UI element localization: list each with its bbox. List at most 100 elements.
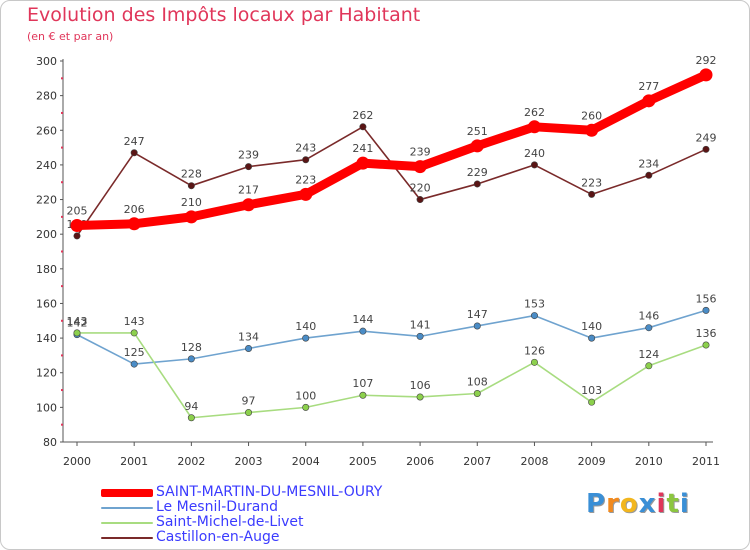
logo-letter: x xyxy=(638,489,657,519)
x-tick-label: 2003 xyxy=(235,455,263,468)
logo-letter: P xyxy=(586,489,607,519)
data-label: 125 xyxy=(124,346,145,359)
data-label: 223 xyxy=(295,173,316,186)
x-tick-label: 2001 xyxy=(120,455,148,468)
logo-letter: i xyxy=(679,489,690,519)
data-label: 247 xyxy=(124,135,145,148)
data-label: 103 xyxy=(581,384,602,397)
data-label: 141 xyxy=(410,318,431,331)
series-line xyxy=(76,332,707,419)
data-label: 142 xyxy=(67,317,88,330)
data-label: 156 xyxy=(696,292,717,305)
data-label: 136 xyxy=(696,327,717,340)
legend-label: Le Mesnil-Durand xyxy=(156,499,279,515)
y-tick-label: 80 xyxy=(43,436,57,449)
data-point xyxy=(530,312,538,320)
series-saint-martin-du-mesnil-oury: 205 206 210 217 223 241 239 251 262 260 277 292 xyxy=(67,54,717,233)
data-point xyxy=(356,156,370,170)
data-point xyxy=(645,324,653,332)
data-point xyxy=(187,414,195,422)
data-point xyxy=(302,156,310,164)
data-label: 210 xyxy=(181,196,202,209)
data-label: 262 xyxy=(524,106,545,119)
data-point xyxy=(470,139,484,153)
chart-title: Evolution des Impôts locaux par Habitant xyxy=(27,4,421,26)
data-label: 146 xyxy=(638,310,659,323)
data-point xyxy=(245,344,253,352)
data-label: 206 xyxy=(124,203,145,216)
data-label: 228 xyxy=(181,168,202,181)
data-point xyxy=(359,327,367,335)
data-point xyxy=(530,358,538,366)
data-label: 217 xyxy=(238,184,259,197)
data-point xyxy=(245,163,253,171)
y-tick-label: 240 xyxy=(36,159,57,172)
y-tick-label: 140 xyxy=(36,332,57,345)
y-tick-label: 260 xyxy=(36,124,57,137)
legend-swatch xyxy=(101,506,153,509)
data-label: 220 xyxy=(410,182,431,195)
data-label: 239 xyxy=(238,149,259,162)
data-point xyxy=(702,306,710,314)
data-point xyxy=(73,232,81,240)
logo-letter: r xyxy=(606,489,620,519)
data-point xyxy=(702,145,710,153)
chart-legend: SAINT-MARTIN-DU-MESNIL-OURY Le Mesnil-Dur… xyxy=(101,485,382,545)
data-point xyxy=(588,190,596,198)
data-label: 143 xyxy=(67,315,88,328)
data-point xyxy=(473,180,481,188)
data-label: 241 xyxy=(352,142,373,155)
data-label: 140 xyxy=(295,320,316,333)
legend-item-saint-michel-de-livet: Saint-Michel-de-Livet xyxy=(101,515,382,530)
x-tick-label: 2008 xyxy=(520,455,548,468)
data-point xyxy=(187,182,195,190)
legend-item-saint-martin-du-mesnil-oury: SAINT-MARTIN-DU-MESNIL-OURY xyxy=(101,485,382,500)
data-label: 262 xyxy=(352,109,373,122)
legend-label: Castillon-en-Auge xyxy=(156,529,280,545)
data-point xyxy=(299,187,313,201)
data-point xyxy=(416,332,424,340)
y-minor-tick xyxy=(61,111,63,114)
data-label: 108 xyxy=(467,376,488,389)
x-tick-label: 2004 xyxy=(292,455,320,468)
y-tick-label: 220 xyxy=(36,194,57,207)
data-label: 128 xyxy=(181,341,202,354)
proxiti-logo: Proxiti xyxy=(586,489,690,519)
y-tick-label: 280 xyxy=(36,90,57,103)
data-point xyxy=(642,94,656,108)
data-point xyxy=(530,161,538,169)
data-label: 124 xyxy=(638,348,659,361)
y-minor-tick xyxy=(61,285,63,288)
data-point xyxy=(184,210,198,224)
data-point xyxy=(416,196,424,204)
data-point xyxy=(585,123,599,137)
data-point xyxy=(130,149,138,157)
legend-swatch xyxy=(101,536,153,539)
y-minor-tick xyxy=(61,423,63,426)
data-point xyxy=(645,362,653,370)
data-label: 292 xyxy=(696,54,717,67)
data-label: 140 xyxy=(581,320,602,333)
y-tick-label: 180 xyxy=(36,263,57,276)
x-tick-label: 2006 xyxy=(406,455,434,468)
data-label: 107 xyxy=(352,377,373,390)
y-minor-tick xyxy=(61,319,63,322)
data-point xyxy=(187,355,195,363)
data-point xyxy=(302,334,310,342)
data-point xyxy=(359,123,367,131)
data-label: 205 xyxy=(67,205,88,218)
data-point xyxy=(127,217,141,231)
data-label: 94 xyxy=(184,400,198,413)
logo-letter: i xyxy=(656,489,667,519)
logo-letter: o xyxy=(619,489,639,519)
y-tick-label: 120 xyxy=(36,367,57,380)
data-point xyxy=(245,409,253,417)
data-point xyxy=(73,329,81,337)
legend-label: Saint-Michel-de-Livet xyxy=(156,514,304,530)
data-label: 97 xyxy=(242,395,256,408)
chart-subtitle: (en € et par an) xyxy=(27,30,114,43)
data-point xyxy=(588,334,596,342)
data-point xyxy=(130,360,138,368)
logo-letter: t xyxy=(666,489,680,519)
